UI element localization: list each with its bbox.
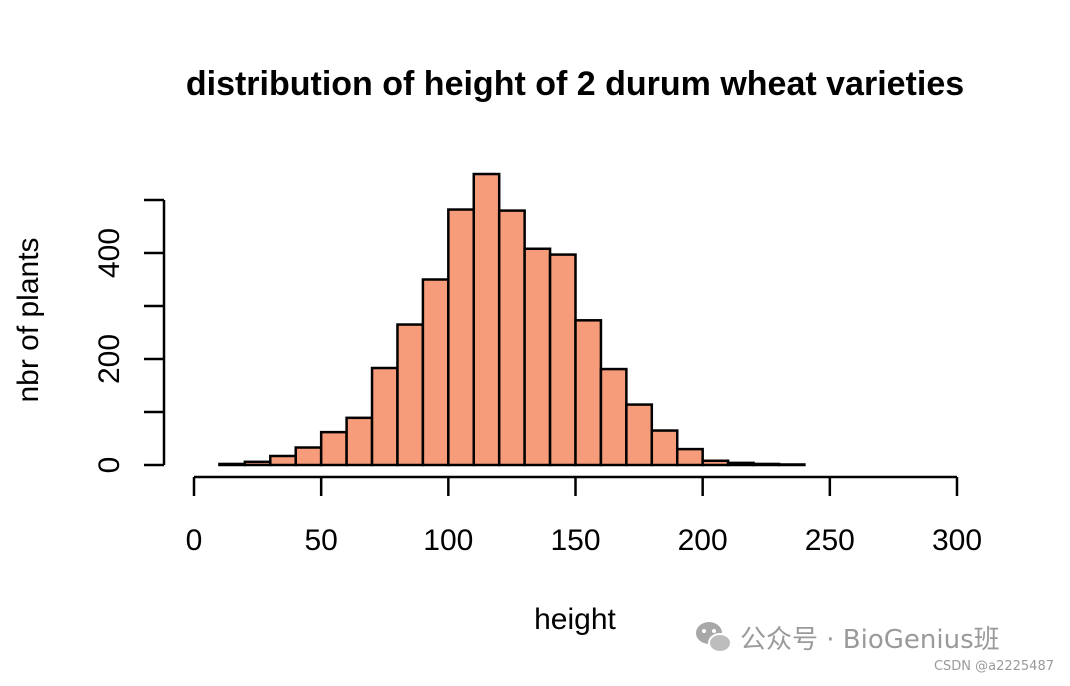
histogram-bar: [294, 446, 323, 467]
histogram-bar: [777, 463, 806, 467]
x-tick-label: 150: [550, 524, 600, 557]
histogram-bar: [345, 416, 374, 467]
y-axis-label: nbr of plants: [12, 237, 45, 402]
y-axis: 0 200 400: [93, 198, 166, 474]
histogram-bar: [447, 208, 476, 467]
histogram-bar: [548, 253, 577, 467]
watermark-credit: CSDN @a2225487: [934, 659, 1054, 674]
histogram-bar: [726, 461, 755, 467]
x-tick-label: 300: [932, 524, 982, 557]
x-axis-label: height: [534, 603, 616, 636]
y-tick-label: 0: [93, 457, 126, 474]
histogram-bar: [497, 209, 526, 467]
histogram-bar: [650, 429, 679, 467]
watermark-text: 公众号 · BioGenius班: [740, 625, 1000, 655]
watermark: 公众号 · BioGenius班 CSDN @a2225487: [696, 622, 1054, 674]
histogram-bar: [472, 172, 501, 467]
y-tick-label: 200: [93, 334, 126, 384]
histogram-bar: [421, 278, 450, 467]
histogram-bar: [396, 323, 425, 467]
histogram-bar: [243, 460, 272, 467]
wechat-icon: [696, 622, 732, 653]
x-tick-label: 200: [678, 524, 728, 557]
x-tick-label: 50: [304, 524, 337, 557]
histogram-bar: [701, 459, 730, 467]
bars-group: [218, 172, 806, 467]
histogram-bar: [625, 403, 654, 467]
chart-title: distribution of height of 2 durum wheat …: [186, 65, 964, 103]
histogram-bar: [218, 462, 247, 467]
histogram-bar: [319, 430, 348, 467]
histogram-bar: [370, 366, 399, 467]
histogram-bar: [752, 462, 781, 467]
histogram-bar: [675, 447, 704, 467]
x-tick-label: 0: [186, 524, 203, 557]
histogram-bar: [574, 319, 603, 467]
histogram-bar: [523, 247, 552, 467]
histogram-bar: [599, 367, 628, 467]
histogram-bar: [269, 454, 297, 467]
y-tick-label: 400: [93, 228, 126, 278]
x-tick-label: 100: [423, 524, 473, 557]
x-axis: 0 50 100 150 200 250 300: [186, 475, 982, 557]
x-tick-label: 250: [805, 524, 855, 557]
